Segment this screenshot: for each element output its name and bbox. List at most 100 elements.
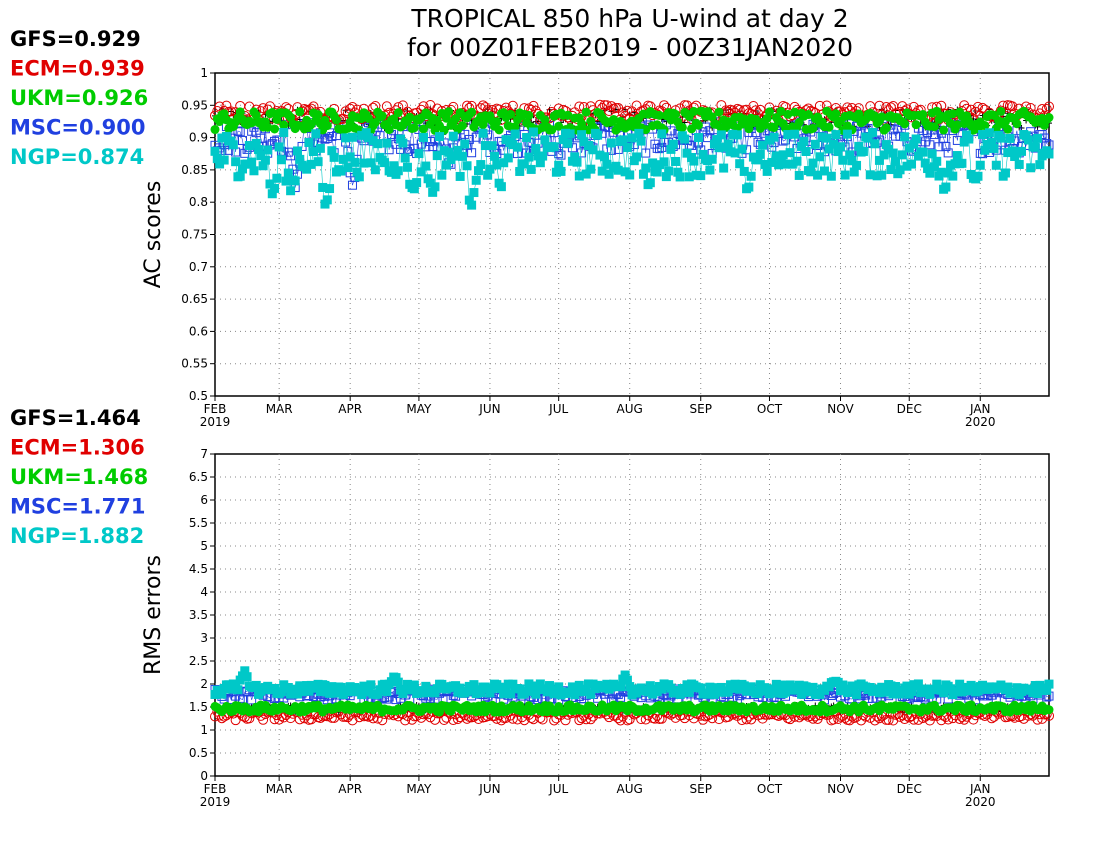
point-ngp — [480, 141, 490, 151]
point-ngp — [499, 689, 509, 699]
point-ngp — [881, 140, 891, 150]
point-ngp — [762, 166, 772, 176]
point-ngp — [884, 144, 894, 154]
point-ngp — [583, 679, 593, 689]
point-ngp — [632, 152, 642, 162]
point-ngp — [572, 687, 582, 697]
point-ukm — [331, 115, 341, 125]
point-msc — [467, 148, 477, 158]
point-ecm — [585, 714, 596, 725]
point-ngp — [769, 132, 779, 142]
point-ukm — [494, 125, 504, 135]
point-ngp — [904, 143, 914, 153]
point-ngp — [654, 160, 664, 170]
point-ngp — [787, 159, 797, 169]
point-ngp — [808, 682, 818, 692]
point-ngp — [936, 167, 946, 177]
point-ngp — [952, 151, 962, 161]
point-ngp — [286, 186, 296, 196]
point-ngp — [221, 131, 231, 141]
point-ukm — [247, 118, 257, 128]
point-ukm — [451, 114, 461, 124]
point-msc — [890, 131, 900, 141]
point-ukm — [467, 107, 477, 117]
point-ngp — [563, 138, 573, 148]
point-ngp — [258, 161, 268, 171]
point-ngp — [512, 142, 522, 152]
point-ecm — [601, 100, 612, 111]
point-ngp — [689, 156, 699, 166]
point-ngp — [900, 132, 910, 142]
point-ngp — [276, 687, 286, 697]
point-ngp — [322, 195, 332, 205]
y-tick-label: 7 — [200, 447, 208, 461]
point-ngp — [671, 156, 681, 166]
point-ngp — [982, 139, 992, 149]
point-ecm — [936, 100, 947, 111]
point-ngp — [622, 143, 632, 153]
x-month-label: AUG — [617, 782, 643, 796]
point-ngp — [925, 689, 935, 699]
x-year-label: 2020 — [965, 415, 996, 429]
point-ngp — [984, 128, 994, 138]
point-ngp — [709, 689, 719, 699]
point-ngp — [272, 173, 282, 183]
point-ngp — [838, 155, 848, 165]
stat-label-ngp: NGP=1.882 — [10, 524, 144, 548]
point-ukm — [295, 107, 305, 117]
point-ngp — [606, 138, 616, 148]
point-ngp — [510, 129, 520, 139]
point-ngp — [231, 157, 241, 167]
point-ngp — [535, 158, 545, 168]
point-ngp — [357, 130, 367, 140]
point-ngp — [251, 138, 261, 148]
point-ngp — [586, 164, 596, 174]
point-ngp — [1044, 679, 1054, 689]
point-ecm — [448, 715, 459, 726]
point-ngp — [849, 683, 859, 693]
point-ngp — [565, 129, 575, 139]
point-ngp — [425, 178, 435, 188]
point-ngp — [315, 143, 325, 153]
point-ngp — [453, 145, 463, 155]
point-ngp — [593, 130, 603, 140]
point-ngp — [283, 683, 293, 693]
point-ngp — [865, 170, 875, 180]
point-ukm — [808, 123, 818, 133]
point-ngp — [815, 152, 825, 162]
point-ngp — [902, 681, 912, 691]
point-ngp — [325, 688, 335, 698]
point-ukm — [547, 125, 557, 135]
point-ngp — [251, 680, 261, 690]
point-ngp — [247, 157, 257, 167]
point-ngp — [419, 688, 428, 698]
point-ngp — [794, 680, 804, 690]
x-month-label: DEC — [897, 402, 922, 416]
point-ngp — [627, 133, 637, 143]
point-ngp — [776, 156, 786, 166]
x-month-label: JAN — [969, 782, 991, 796]
point-ngp — [753, 155, 763, 165]
point-msc — [705, 126, 715, 136]
point-ngp — [785, 148, 795, 158]
point-ngp — [345, 152, 355, 162]
ac-scores-panel: 0.50.550.60.650.70.750.80.850.90.951FEB2… — [10, 27, 1054, 429]
point-ngp — [249, 166, 259, 176]
stat-label-gfs: GFS=0.929 — [10, 27, 141, 51]
point-msc — [934, 142, 944, 152]
point-ngp — [907, 687, 917, 697]
point-ngp — [315, 687, 325, 697]
point-ukm — [689, 106, 699, 116]
point-ngp — [338, 154, 348, 164]
point-ngp — [1026, 163, 1036, 173]
point-ngp — [723, 687, 733, 697]
point-ngp — [636, 136, 646, 146]
point-ngp — [483, 684, 493, 694]
y-tick-label: 0.65 — [181, 292, 208, 306]
x-month-label: JAN — [969, 402, 991, 416]
point-ecm — [606, 101, 617, 112]
point-ngp — [398, 138, 408, 148]
point-ngp — [618, 135, 628, 145]
point-ngp — [964, 134, 974, 144]
point-ngp — [975, 160, 985, 170]
